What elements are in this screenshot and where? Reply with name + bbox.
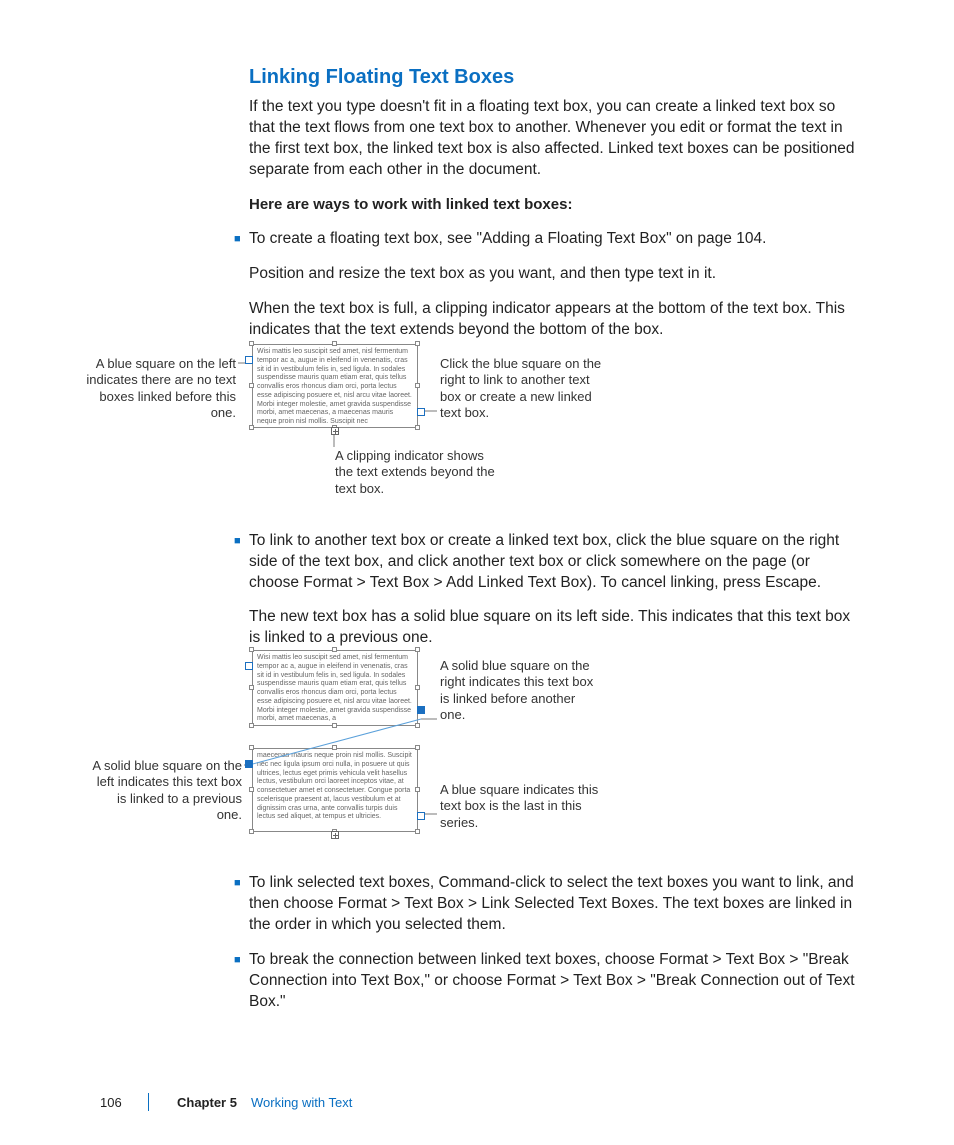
selection-handle [415, 383, 420, 388]
link-square-left [245, 662, 253, 670]
figure-text-box: Wisi mattis leo suscipit sed amet, nisl … [252, 344, 418, 428]
selection-handle [249, 723, 254, 728]
link-square-left [245, 356, 253, 364]
section-heading: Linking Floating Text Boxes [249, 64, 863, 91]
footer-divider [148, 1093, 149, 1111]
selection-handle [415, 829, 420, 834]
bullet-item: ■ To break the connection between linked… [249, 950, 863, 1013]
selection-handle [249, 647, 254, 652]
callout-label: A solid blue square on the right indicat… [440, 658, 600, 723]
selection-handle [415, 787, 420, 792]
figure-text-box: maecenas mauris neque proin nisl mollis.… [252, 748, 418, 832]
selection-handle [415, 745, 420, 750]
selection-handle [249, 425, 254, 430]
intro-paragraph: If the text you type doesn't fit in a fl… [249, 97, 863, 181]
bullet-icon: ■ [234, 229, 249, 250]
bullet-text: To link to another text box or create a … [249, 531, 863, 594]
selection-handle [332, 745, 337, 750]
bullet-item: ■ To link to another text box or create … [249, 531, 863, 594]
chapter-label: Chapter 5 [177, 1095, 237, 1110]
page-footer: 106 Chapter 5 Working with Text [100, 1093, 352, 1111]
bullet-icon: ■ [234, 531, 249, 594]
paragraph: Position and resize the text box as you … [249, 264, 863, 285]
clipping-indicator-icon [331, 427, 339, 435]
selection-handle [249, 383, 254, 388]
link-square-right [417, 408, 425, 416]
link-square-left [245, 760, 253, 768]
bullet-item: ■ To link selected text boxes, Command-c… [249, 873, 863, 936]
selection-handle [249, 829, 254, 834]
main-content: Linking Floating Text Boxes If the text … [249, 64, 863, 1027]
paragraph: The new text box has a solid blue square… [249, 607, 863, 649]
page-number: 106 [100, 1095, 140, 1110]
callout-label: A solid blue square on the left indicate… [92, 758, 242, 823]
callout-label: A blue square indicates this text box is… [440, 782, 610, 831]
selection-handle [415, 647, 420, 652]
clipping-indicator-icon [331, 831, 339, 839]
bullet-icon: ■ [234, 873, 249, 936]
selection-handle [415, 685, 420, 690]
callout-label: Click the blue square on the right to li… [440, 356, 610, 421]
link-square-right [417, 812, 425, 820]
selection-handle [249, 685, 254, 690]
callout-label: A blue square on the left indicates ther… [86, 356, 236, 421]
subheading: Here are ways to work with linked text b… [249, 195, 863, 215]
link-square-right [417, 706, 425, 714]
selection-handle [332, 647, 337, 652]
paragraph: When the text box is full, a clipping in… [249, 299, 863, 341]
callout-label: A clipping indicator shows the text exte… [335, 448, 505, 497]
selection-handle [249, 745, 254, 750]
bullet-text: To create a floating text box, see "Addi… [249, 229, 863, 250]
selection-handle [249, 787, 254, 792]
bullet-text: To link selected text boxes, Command-cli… [249, 873, 863, 936]
page: Linking Floating Text Boxes If the text … [0, 0, 954, 1145]
selection-handle [415, 341, 420, 346]
chapter-title: Working with Text [251, 1095, 352, 1110]
selection-handle [332, 341, 337, 346]
selection-handle [415, 723, 420, 728]
bullet-text: To break the connection between linked t… [249, 950, 863, 1013]
figure-text-box: Wisi mattis leo suscipit sed amet, nisl … [252, 650, 418, 726]
selection-handle [249, 341, 254, 346]
bullet-item: ■ To create a floating text box, see "Ad… [249, 229, 863, 250]
bullet-icon: ■ [234, 950, 249, 1013]
selection-handle [415, 425, 420, 430]
selection-handle [332, 723, 337, 728]
